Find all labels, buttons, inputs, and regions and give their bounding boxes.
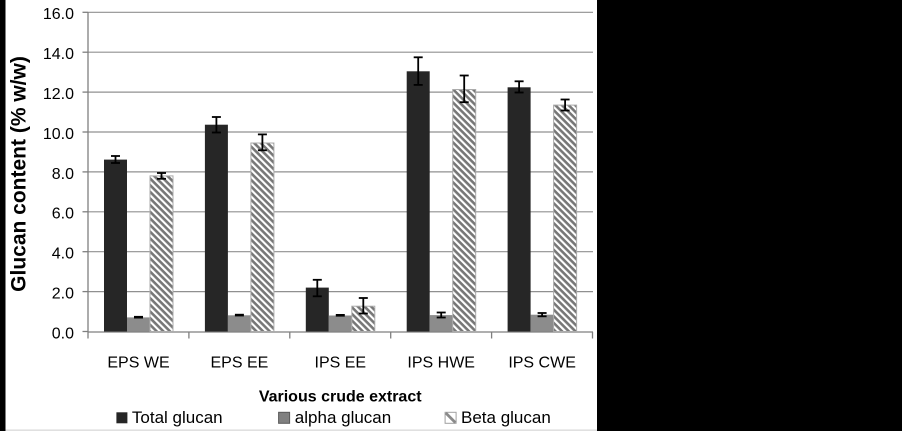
svg-text:IPS CWE: IPS CWE	[508, 355, 576, 372]
svg-text:Total glucan: Total glucan	[132, 408, 223, 427]
svg-text:8.0: 8.0	[52, 166, 74, 183]
svg-text:16.0: 16.0	[43, 6, 74, 23]
svg-text:10.0: 10.0	[43, 126, 74, 143]
svg-text:IPS EE: IPS EE	[315, 355, 367, 372]
svg-text:4.0: 4.0	[52, 246, 74, 263]
svg-text:Beta glucan: Beta glucan	[461, 408, 551, 427]
svg-text:Glucan content (% w/w): Glucan content (% w/w)	[8, 56, 31, 292]
svg-text:EPS EE: EPS EE	[210, 355, 268, 372]
svg-text:alpha glucan: alpha glucan	[295, 408, 391, 427]
svg-text:0.0: 0.0	[52, 325, 74, 342]
svg-text:14.0: 14.0	[43, 46, 74, 63]
svg-text:12.0: 12.0	[43, 86, 74, 103]
svg-text:IPS HWE: IPS HWE	[407, 355, 475, 372]
svg-text:Various crude extract: Various crude extract	[259, 389, 422, 406]
svg-text:2.0: 2.0	[52, 286, 74, 303]
svg-text:EPS WE: EPS WE	[107, 355, 169, 372]
svg-text:6.0: 6.0	[52, 206, 74, 223]
